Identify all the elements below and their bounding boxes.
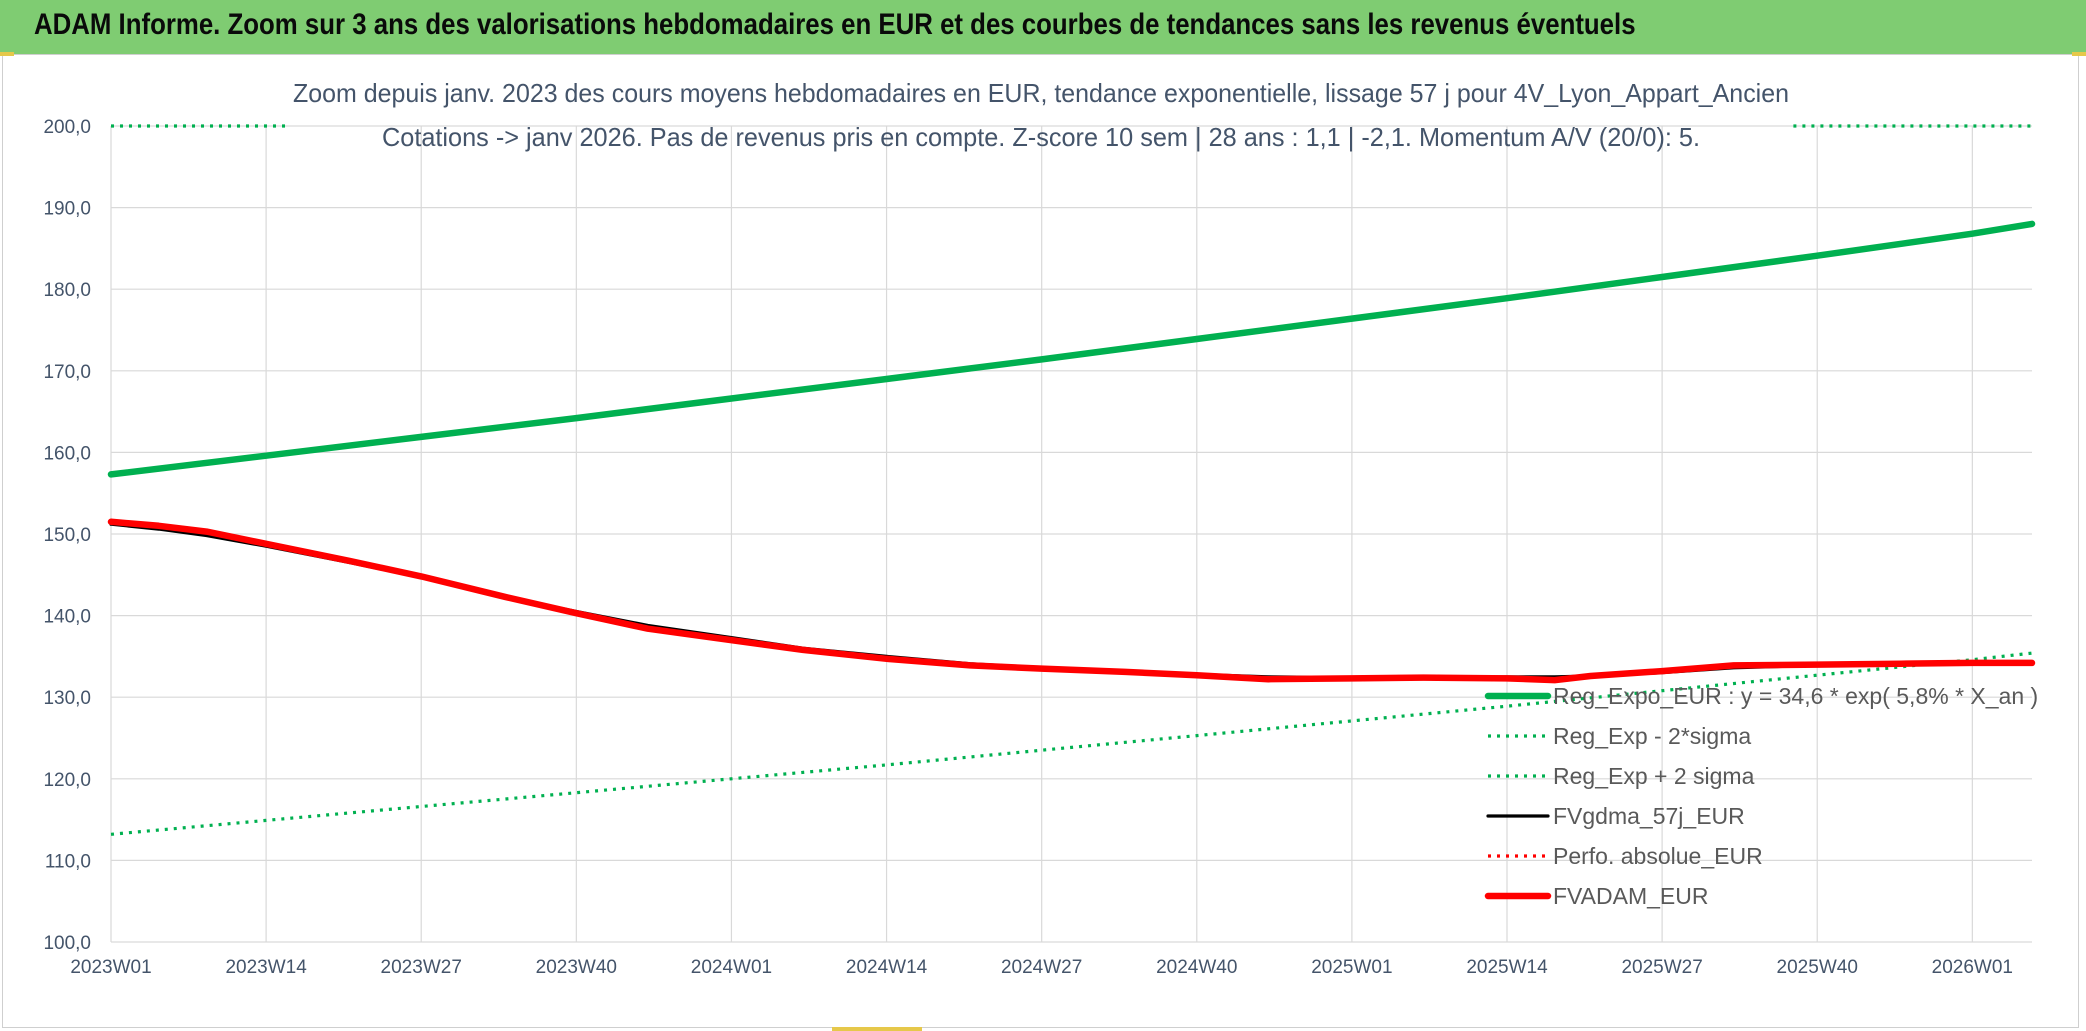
report-title: ADAM Informe. Zoom sur 3 ans des valoris… bbox=[34, 8, 1636, 41]
corner-mark-top-right bbox=[2072, 52, 2086, 56]
x-tick-label: 2023W01 bbox=[70, 957, 151, 978]
y-tick-label: 180,0 bbox=[43, 280, 91, 301]
line-chart: 100,0 110,0 120,0 130,0 140,0 150,0 160,0 170,0… bbox=[43, 78, 2038, 978]
series-line-fvgdma_57j_eur bbox=[109, 522, 2034, 680]
y-tick-label: 120,0 bbox=[43, 770, 91, 791]
y-tick-label: 150,0 bbox=[43, 525, 91, 546]
legend-label: Perfo. absolue_EUR bbox=[1553, 843, 1763, 869]
corner-mark-bottom bbox=[832, 1027, 922, 1031]
legend-label: Reg_Exp - 2*sigma bbox=[1553, 723, 1751, 749]
x-tick-label: 2024W14 bbox=[846, 957, 928, 978]
chart-area: 100,0 110,0 120,0 130,0 140,0 150,0 160,0 170,0… bbox=[2, 54, 2079, 1028]
series-line-reg_expo_eur bbox=[107, 220, 2036, 478]
legend-label: Reg_Expo_EUR : y = 34,6 * exp( 5,8% * X_… bbox=[1553, 683, 2038, 709]
legend-label: Reg_Exp + 2 sigma bbox=[1553, 763, 1755, 789]
x-tick-label: 2023W27 bbox=[381, 957, 462, 978]
y-tick-label: 200,0 bbox=[43, 117, 91, 138]
legend-label: FVADAM_EUR bbox=[1553, 883, 1709, 909]
y-tick-label: 170,0 bbox=[43, 362, 91, 383]
x-tick-label: 2025W14 bbox=[1466, 957, 1548, 978]
x-tick-label: 2024W01 bbox=[691, 957, 772, 978]
chart-title-line: Cotations -> janv 2026. Pas de revenus p… bbox=[382, 122, 1700, 152]
y-tick-label: 100,0 bbox=[43, 933, 91, 954]
x-tick-label: 2023W40 bbox=[536, 957, 617, 978]
x-tick-label: 2026W01 bbox=[1932, 957, 2013, 978]
report-banner: ADAM Informe. Zoom sur 3 ans des valoris… bbox=[0, 0, 2086, 54]
x-tick-label: 2025W40 bbox=[1777, 957, 1858, 978]
x-tick-label: 2024W27 bbox=[1001, 957, 1082, 978]
x-tick-label: 2025W27 bbox=[1621, 957, 1702, 978]
chart-title-line: Zoom depuis janv. 2023 des cours moyens … bbox=[293, 78, 1789, 108]
x-tick-label: 2025W01 bbox=[1311, 957, 1392, 978]
y-tick-label: 160,0 bbox=[43, 443, 91, 464]
legend-label: FVgdma_57j_EUR bbox=[1553, 803, 1745, 829]
corner-mark-top-left bbox=[0, 52, 14, 56]
y-tick-label: 130,0 bbox=[43, 688, 91, 709]
x-tick-label: 2023W14 bbox=[225, 957, 307, 978]
y-tick-label: 140,0 bbox=[43, 607, 91, 628]
series-line-fvadam_eur bbox=[107, 518, 2036, 684]
y-tick-label: 190,0 bbox=[43, 199, 91, 220]
y-tick-label: 110,0 bbox=[45, 851, 91, 872]
x-tick-label: 2024W40 bbox=[1156, 957, 1237, 978]
